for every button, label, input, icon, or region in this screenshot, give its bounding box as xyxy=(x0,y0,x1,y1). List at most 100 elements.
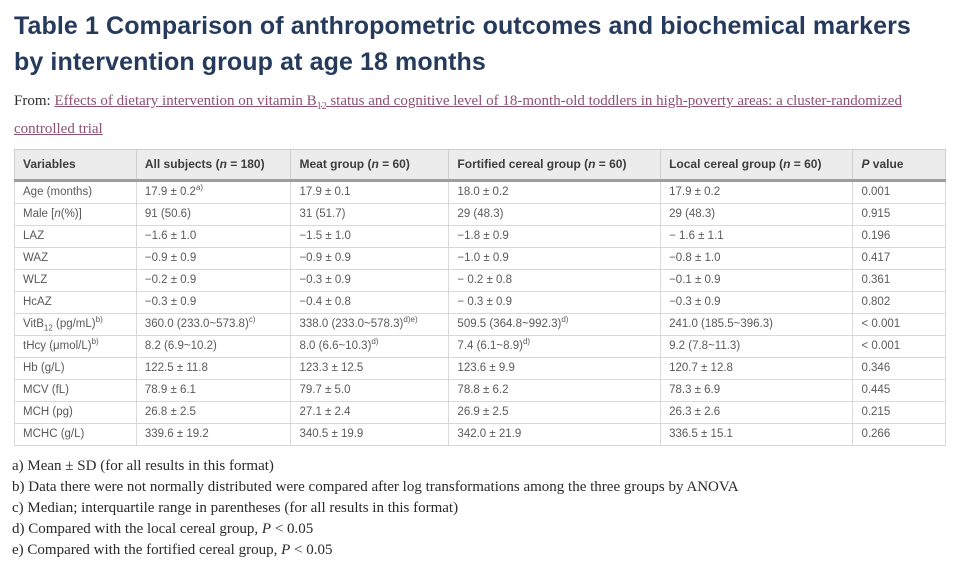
table-cell: −0.3 ± 0.9 xyxy=(290,269,450,292)
table-cell: − 0.2 ± 0.8 xyxy=(448,269,662,292)
table-cell: 342.0 ± 21.9 xyxy=(448,423,662,446)
table-cell: −0.4 ± 0.8 xyxy=(290,291,450,314)
table-cell: 340.5 ± 19.9 xyxy=(290,423,450,446)
table-cell: 0.361 xyxy=(852,269,946,292)
table-cell: −0.3 ± 0.9 xyxy=(660,291,854,314)
table-cell: 29 (48.3) xyxy=(660,203,854,226)
table-cell: 78.9 ± 6.1 xyxy=(135,379,292,402)
footnote-item: e) Compared with the fortified cereal gr… xyxy=(12,542,333,558)
data-table: Variables All subjects (n = 180) Meat grou… xyxy=(14,149,946,446)
row-label: WLZ xyxy=(14,269,137,292)
row-label: VitB12 (pg/mL)b) xyxy=(14,313,137,336)
table-cell: 0.346 xyxy=(852,357,946,380)
table-cell: − 1.6 ± 1.1 xyxy=(660,225,854,248)
table-cell: − 0.3 ± 0.9 xyxy=(448,291,662,314)
table-cell: 26.8 ± 2.5 xyxy=(135,401,292,424)
table-cell: 26.9 ± 2.5 xyxy=(448,401,662,424)
table-cell: 17.9 ± 0.1 xyxy=(290,180,450,204)
table-cell: 0.915 xyxy=(852,203,946,226)
table-row: LAZ −1.6 ± 1.0 −1.5 ± 1.0 −1.8 ± 0.9− 1.6 ±… xyxy=(14,225,946,248)
column-header-2: Meat group (n = 60) xyxy=(290,149,450,182)
source-line: From: Effects of dietary intervention on… xyxy=(14,90,930,140)
table-cell: −0.1 ± 0.9 xyxy=(660,269,854,292)
table-cell: 7.4 (6.1~8.9)d) xyxy=(448,335,662,358)
row-label: MCH (pg) xyxy=(14,401,137,424)
table-cell: < 0.001 xyxy=(852,313,946,336)
table-cell: 0.001 xyxy=(852,180,946,204)
column-header-1: All subjects (n = 180) xyxy=(135,149,292,182)
table-row: HcAZ −0.3 ± 0.9 −0.4 ± 0.8− 0.3 ± 0.9 −0.3 … xyxy=(14,291,946,314)
table-cell: 26.3 ± 2.6 xyxy=(660,401,854,424)
table-cell: 0.215 xyxy=(852,401,946,424)
table-cell: −1.0 ± 0.9 xyxy=(448,247,662,270)
table-cell: 241.0 (185.5~396.3) xyxy=(660,313,854,336)
table-cell: 27.1 ± 2.4 xyxy=(290,401,450,424)
table-cell: 0.445 xyxy=(852,379,946,402)
footnote-item: b) Data there were not normally distribu… xyxy=(12,479,739,495)
table-row: MCH (pg) 26.8 ± 2.5 27.1 ± 2.4 26.9 ± 2.5 26… xyxy=(14,401,946,424)
table-cell: 29 (48.3) xyxy=(448,203,662,226)
table-cell: 122.5 ± 11.8 xyxy=(135,357,292,380)
table-cell: 0.266 xyxy=(852,423,946,446)
row-label: Age (months) xyxy=(14,180,137,204)
table-cell: 8.2 (6.9~10.2) xyxy=(135,335,292,358)
table-cell: 339.6 ± 19.2 xyxy=(135,423,292,446)
table-cell: −1.5 ± 1.0 xyxy=(290,225,450,248)
column-header-0: Variables xyxy=(14,149,137,182)
table-cell: 120.7 ± 12.8 xyxy=(660,357,854,380)
footnote-item: a) Mean ± SD (for all results in this fo… xyxy=(12,458,274,474)
table-cell: 78.8 ± 6.2 xyxy=(448,379,662,402)
table-cell: 17.9 ± 0.2 xyxy=(660,180,854,204)
table-cell: 123.6 ± 9.9 xyxy=(448,357,662,380)
table-cell: 17.9 ± 0.2a) xyxy=(135,180,292,204)
table-row: WLZ −0.2 ± 0.9 −0.3 ± 0.9− 0.2 ± 0.8 −0.1 ±… xyxy=(14,269,946,292)
row-label: Male [n(%)] xyxy=(14,203,137,226)
header-row: Variables All subjects (n = 180) Meat grou… xyxy=(14,149,946,182)
table-body: Age (months) 17.9 ± 0.2a) 17.9 ± 0.1 18.0 ±… xyxy=(14,180,946,446)
table-cell: −0.9 ± 0.9 xyxy=(135,247,292,270)
table-row: VitB12 (pg/mL)b) 360.0 (233.0~573.8)c) 338… xyxy=(14,313,946,336)
row-label: HcAZ xyxy=(14,291,137,314)
table-row: MCV (fL) 78.9 ± 6.1 79.7 ± 5.0 78.8 ± 6.2 78… xyxy=(14,379,946,402)
footnote-item: c) Median; interquartile range in parent… xyxy=(12,500,459,516)
table-cell: −0.8 ± 1.0 xyxy=(660,247,854,270)
table-cell: −0.2 ± 0.9 xyxy=(135,269,292,292)
column-header-3: Fortified cereal group (n = 60) xyxy=(448,149,662,182)
row-label: Hb (g/L) xyxy=(14,357,137,380)
table-cell: 79.7 ± 5.0 xyxy=(290,379,450,402)
table-cell: 91 (50.6) xyxy=(135,203,292,226)
row-label: WAZ xyxy=(14,247,137,270)
page-title: Table 1 Comparison of anthropometric out… xyxy=(14,12,911,76)
table-row: WAZ −0.9 ± 0.9 −0.9 ± 0.9 −1.0 ± 0.9 −0.8 ± … xyxy=(14,247,946,270)
table-row: Age (months) 17.9 ± 0.2a) 17.9 ± 0.1 18.0 ±… xyxy=(14,180,946,204)
table-row: tHcy (μmol/L)b) 8.2 (6.9~10.2) 8.0 (6.6~10… xyxy=(14,335,946,358)
table-cell: 509.5 (364.8~992.3)d) xyxy=(448,313,662,336)
column-header-5: P value xyxy=(852,149,946,182)
table-cell: 0.196 xyxy=(852,225,946,248)
table-row: MCHC (g/L) 339.6 ± 19.2 340.5 ± 19.9 342.0 … xyxy=(14,423,946,446)
table-cell: −1.6 ± 1.0 xyxy=(135,225,292,248)
source-prefix: From: xyxy=(14,93,55,109)
table-cell: 338.0 (233.0~578.3)d)e) xyxy=(290,313,450,336)
row-label: MCHC (g/L) xyxy=(14,423,137,446)
table-cell: 123.3 ± 12.5 xyxy=(290,357,450,380)
table-cell: 9.2 (7.8~11.3) xyxy=(660,335,854,358)
table-cell: −0.9 ± 0.9 xyxy=(290,247,450,270)
table-cell: < 0.001 xyxy=(852,335,946,358)
table-cell: 8.0 (6.6~10.3)d) xyxy=(290,335,450,358)
row-label: MCV (fL) xyxy=(14,379,137,402)
table-cell: −1.8 ± 0.9 xyxy=(448,225,662,248)
table-cell: −0.3 ± 0.9 xyxy=(135,291,292,314)
table-cell: 0.802 xyxy=(852,291,946,314)
row-label: LAZ xyxy=(14,225,137,248)
column-header-4: Local cereal group (n = 60) xyxy=(660,149,854,182)
table-cell: 78.3 ± 6.9 xyxy=(660,379,854,402)
footnote-item: d) Compared with the local cereal group,… xyxy=(12,521,314,537)
table-cell: 0.417 xyxy=(852,247,946,270)
table-cell: 360.0 (233.0~573.8)c) xyxy=(135,313,292,336)
table-cell: 18.0 ± 0.2 xyxy=(448,180,662,204)
table-cell: 336.5 ± 15.1 xyxy=(660,423,854,446)
source-link[interactable]: Effects of dietary intervention on vitam… xyxy=(14,93,902,137)
table-cell: 31 (51.7) xyxy=(290,203,450,226)
footnotes: a) Mean ± SD (for all results in this fo… xyxy=(12,456,946,561)
